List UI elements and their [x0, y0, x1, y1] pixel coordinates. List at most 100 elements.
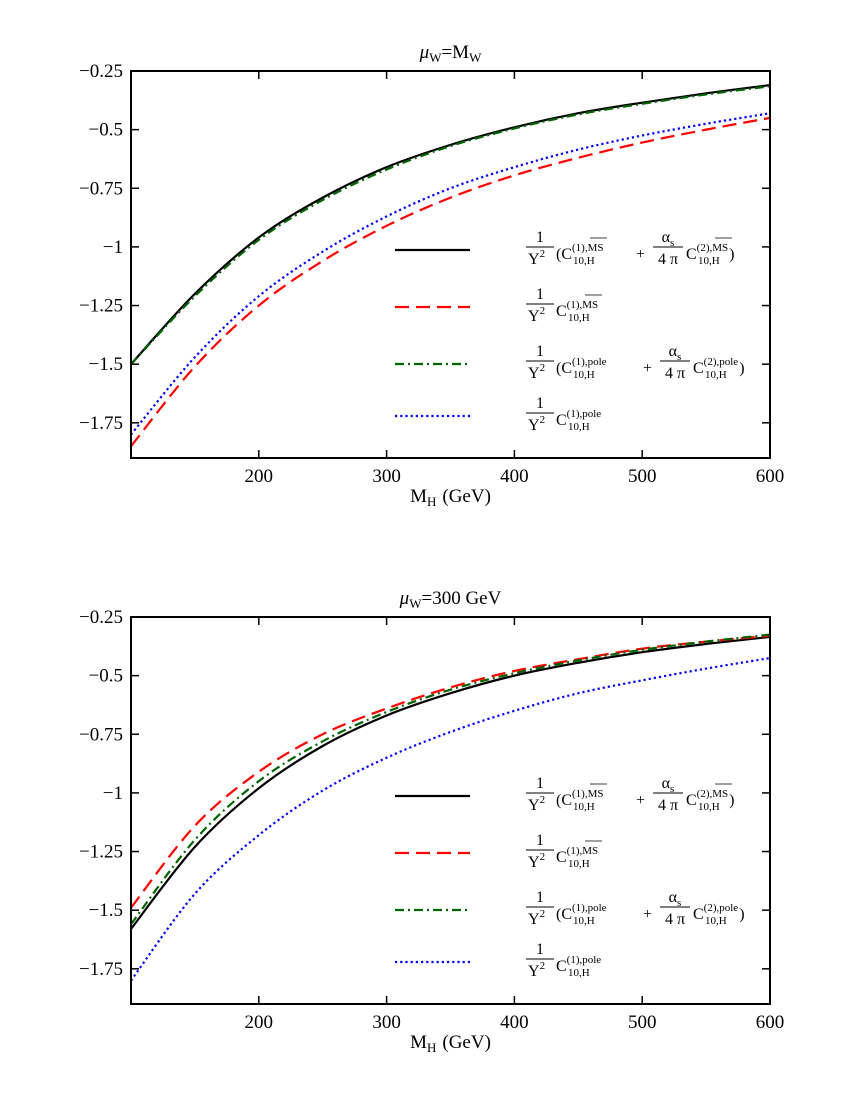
text-span: s	[670, 237, 674, 249]
x-tick-label: 200	[245, 466, 274, 487]
x-tick-label: 400	[500, 466, 529, 487]
y-tick-label: −1.75	[79, 959, 123, 980]
four-pi-denominator: 4 π	[665, 365, 685, 382]
legend-fraction-numerator: 1	[536, 775, 544, 792]
text-span: C	[693, 360, 704, 377]
text-span: M	[410, 486, 427, 507]
legend-subscript: 10,H	[573, 255, 595, 267]
text-span: (1),MS	[572, 788, 603, 800]
text-span: C	[556, 849, 567, 866]
x-axis-label: MH (GeV)	[410, 1032, 491, 1055]
text-span: α	[662, 775, 671, 792]
text-span: Y	[528, 963, 540, 980]
text-span: s	[670, 783, 674, 795]
legend-fraction-numerator: 1	[536, 395, 544, 412]
text-span: C	[561, 906, 572, 923]
y-tick-label: −1	[103, 237, 123, 258]
legend-label: C(1),MS	[556, 845, 598, 866]
text-span: 2	[540, 248, 546, 260]
alpha-numerator: αs	[662, 229, 675, 249]
text-span: Y	[528, 365, 540, 382]
y-tick-label: −0.75	[79, 724, 123, 745]
text-span: C	[556, 412, 567, 429]
series-line-dashdot	[131, 85, 770, 365]
chart-title: μW=300 GeV	[399, 588, 502, 611]
text-span: =300 GeV	[421, 588, 501, 609]
legend-subscript: 10,H	[698, 255, 720, 267]
text-span: 2	[540, 794, 546, 806]
series-line-solid	[131, 635, 770, 930]
y-tick-label: −1.25	[79, 842, 123, 863]
plus-sign: +	[636, 246, 645, 263]
chart-panel-2: μW=300 GeV 200 300 400 500 600 −0.25 −0.5 −0.75 −…	[79, 588, 784, 1055]
text-span: Y	[528, 911, 540, 928]
legend-fraction-denominator: Y2	[528, 794, 545, 814]
text-span: (GeV)	[442, 1032, 491, 1053]
legend-fraction-denominator: Y2	[528, 305, 545, 325]
text-span: (1),MS	[567, 845, 598, 857]
text-span: C	[686, 792, 697, 809]
text-span: s	[677, 351, 681, 363]
y-tick-label: −0.5	[89, 120, 123, 141]
y-tick-label: −0.5	[89, 666, 123, 687]
text-span: Y	[528, 854, 540, 871]
x-tick-label: 200	[245, 1012, 274, 1033]
legend-subscript: 10,H	[573, 915, 595, 927]
alpha-numerator: αs	[669, 343, 682, 363]
x-tick-label: 300	[372, 1012, 401, 1033]
alpha-numerator: αs	[669, 889, 682, 909]
legend-fraction-numerator: 1	[536, 889, 544, 906]
legend-subscript: 10,H	[705, 915, 727, 927]
text-span: s	[677, 897, 681, 909]
legend-subscript: 10,H	[568, 312, 590, 324]
legend-label-second: C(2),pole)	[693, 902, 745, 923]
series-line-dashdot	[131, 633, 770, 925]
x-tick-label: 300	[372, 466, 401, 487]
text-span: C	[561, 246, 572, 263]
plot-frame	[130, 70, 771, 459]
text-span: W	[469, 50, 482, 65]
series-line-dashed	[131, 116, 770, 447]
text-span: )	[739, 360, 744, 377]
series-group	[131, 633, 770, 982]
series-group	[131, 83, 770, 447]
y-tick-label: −1.75	[79, 413, 123, 434]
legend-fraction-numerator: 1	[536, 941, 544, 958]
legend-label-second: C(2),MS)	[686, 242, 734, 263]
text-span: H	[427, 494, 436, 509]
text-span: 2	[540, 414, 546, 426]
text-span: (	[556, 792, 561, 809]
text-span: 2	[540, 305, 546, 317]
plus-sign: +	[643, 360, 652, 377]
text-span: Y	[528, 797, 540, 814]
legend-fraction-numerator: 1	[536, 286, 544, 303]
legend-fraction-numerator: 1	[536, 343, 544, 360]
text-span: C	[693, 906, 704, 923]
text-span: Y	[528, 308, 540, 325]
legend-fraction-denominator: Y2	[528, 908, 545, 928]
plot-frame	[130, 616, 771, 1005]
y-tick-label: −0.25	[79, 61, 123, 82]
text-span: (1),pole	[567, 408, 602, 420]
text-span: (1),MS	[567, 299, 598, 311]
x-tick-label: 500	[628, 1012, 657, 1033]
legend-label: C(1),MS	[556, 299, 598, 320]
text-span: C	[561, 792, 572, 809]
text-span: α	[662, 229, 671, 246]
text-span: )	[729, 792, 734, 809]
legend-label: (C(1),MS	[556, 242, 603, 263]
legend-label: (C(1),pole	[556, 356, 607, 377]
text-span: C	[561, 360, 572, 377]
text-span: (2),pole	[704, 356, 739, 368]
legend-subscript: 10,H	[573, 369, 595, 381]
x-tick-label: 400	[500, 1012, 529, 1033]
text-span: Y	[528, 251, 540, 268]
legend-label: C(1),pole	[556, 408, 601, 429]
text-span: M	[410, 1032, 427, 1053]
text-span: (2),MS	[697, 242, 728, 254]
text-span: (	[556, 360, 561, 377]
